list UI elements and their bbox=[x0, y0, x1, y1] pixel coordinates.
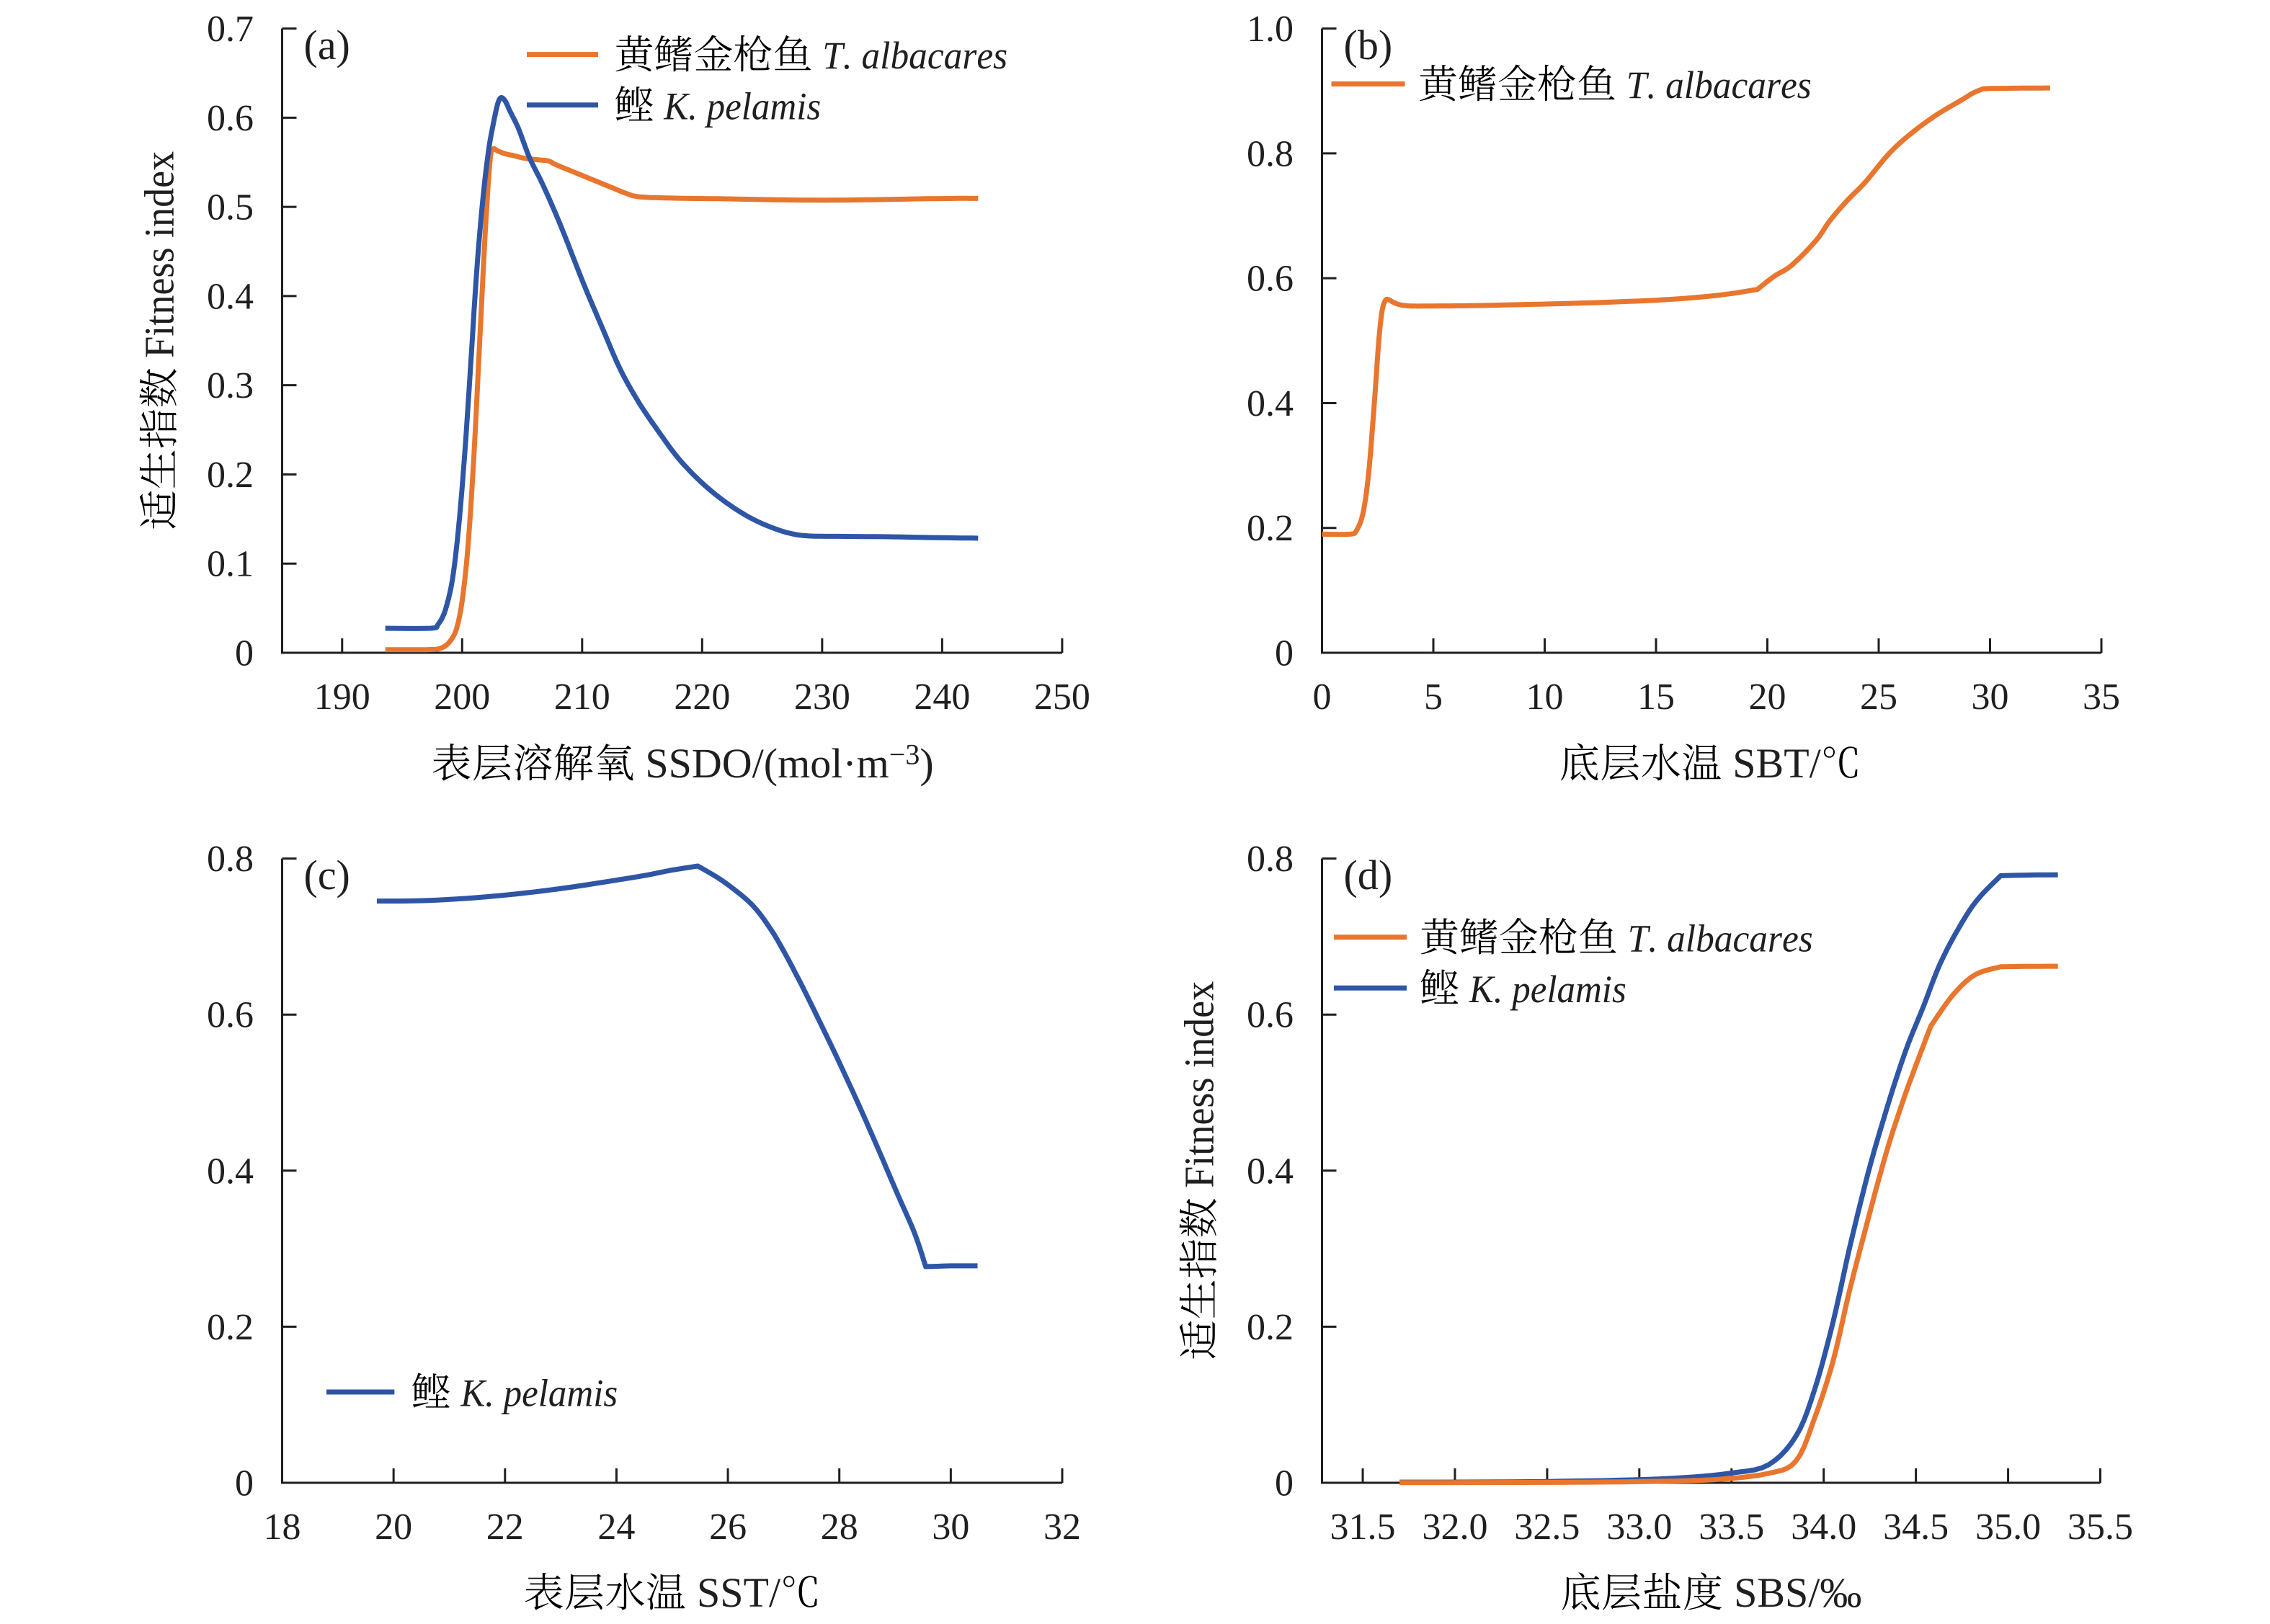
svg-text:Fitness index: Fitness index bbox=[136, 151, 183, 358]
svg-text:20: 20 bbox=[375, 1507, 412, 1548]
svg-text:0.6: 0.6 bbox=[207, 995, 254, 1036]
svg-text:(d): (d) bbox=[1344, 852, 1393, 898]
svg-text:24: 24 bbox=[597, 1507, 635, 1548]
svg-text:0.4: 0.4 bbox=[1247, 1151, 1294, 1192]
svg-text:0.2: 0.2 bbox=[1247, 508, 1294, 549]
svg-text:0: 0 bbox=[235, 1463, 254, 1504]
svg-text:30: 30 bbox=[932, 1507, 969, 1548]
svg-text:22: 22 bbox=[486, 1507, 524, 1548]
svg-text:33.0: 33.0 bbox=[1606, 1507, 1672, 1548]
svg-text:0.8: 0.8 bbox=[207, 839, 254, 880]
svg-text:K. pelamis: K. pelamis bbox=[460, 1372, 618, 1415]
svg-text:K. pelamis: K. pelamis bbox=[1469, 968, 1626, 1011]
svg-text:28: 28 bbox=[821, 1507, 858, 1548]
svg-text:0.4: 0.4 bbox=[207, 1151, 254, 1192]
svg-text:SBT/: SBT/ bbox=[1732, 740, 1821, 787]
svg-text:33.5: 33.5 bbox=[1699, 1507, 1764, 1548]
svg-text:K. pelamis: K. pelamis bbox=[663, 84, 821, 128]
svg-text:0.2: 0.2 bbox=[1247, 1307, 1294, 1348]
svg-text:220: 220 bbox=[674, 677, 730, 718]
svg-text:34.5: 34.5 bbox=[1883, 1507, 1949, 1548]
svg-text:0: 0 bbox=[1275, 1463, 1294, 1504]
svg-text:15: 15 bbox=[1637, 677, 1675, 718]
svg-text:0.8: 0.8 bbox=[1247, 839, 1294, 880]
svg-text:(a): (a) bbox=[304, 22, 350, 68]
svg-text:18: 18 bbox=[264, 1507, 301, 1548]
svg-text:T. albacares: T. albacares bbox=[822, 34, 1007, 77]
svg-text:0.4: 0.4 bbox=[207, 276, 254, 317]
svg-text:0: 0 bbox=[235, 633, 254, 674]
svg-text:(c): (c) bbox=[304, 852, 350, 898]
svg-text:32.0: 32.0 bbox=[1422, 1507, 1487, 1548]
svg-text:5: 5 bbox=[1424, 677, 1443, 718]
svg-text:190: 190 bbox=[314, 677, 370, 718]
svg-text:32: 32 bbox=[1043, 1507, 1081, 1548]
svg-text:35: 35 bbox=[2083, 677, 2120, 718]
svg-text:T. albacares: T. albacares bbox=[1628, 916, 1813, 960]
svg-text:30: 30 bbox=[1972, 677, 2009, 718]
svg-text:31.5: 31.5 bbox=[1330, 1507, 1396, 1548]
svg-text:240: 240 bbox=[914, 677, 970, 718]
svg-text:0.7: 0.7 bbox=[207, 9, 254, 50]
svg-text:(b): (b) bbox=[1344, 22, 1393, 68]
svg-text:35.0: 35.0 bbox=[1975, 1507, 2041, 1548]
svg-text:SST/: SST/ bbox=[697, 1569, 781, 1616]
svg-text:25: 25 bbox=[1860, 677, 1897, 718]
svg-text:SBS/‰: SBS/‰ bbox=[1734, 1569, 1861, 1616]
svg-text:Fitness index: Fitness index bbox=[1176, 981, 1223, 1188]
svg-text:SSDO/(mol·m−3): SSDO/(mol·m−3) bbox=[645, 739, 933, 788]
svg-text:0.8: 0.8 bbox=[1247, 133, 1294, 174]
svg-text:35.5: 35.5 bbox=[2068, 1507, 2133, 1548]
svg-text:32.5: 32.5 bbox=[1514, 1507, 1580, 1548]
svg-text:0.6: 0.6 bbox=[1247, 259, 1294, 300]
svg-text:20: 20 bbox=[1749, 677, 1786, 718]
svg-text:T. albacares: T. albacares bbox=[1626, 63, 1812, 107]
svg-text:26: 26 bbox=[709, 1507, 747, 1548]
svg-text:0.6: 0.6 bbox=[1247, 995, 1294, 1036]
svg-text:0: 0 bbox=[1313, 677, 1332, 718]
svg-text:250: 250 bbox=[1034, 677, 1090, 718]
svg-text:0.3: 0.3 bbox=[207, 365, 254, 406]
svg-text:0.5: 0.5 bbox=[207, 187, 254, 228]
svg-text:0.2: 0.2 bbox=[207, 455, 254, 496]
svg-text:10: 10 bbox=[1526, 677, 1564, 718]
svg-text:230: 230 bbox=[794, 677, 850, 718]
svg-text:0.2: 0.2 bbox=[207, 1307, 254, 1348]
svg-text:34.0: 34.0 bbox=[1791, 1507, 1856, 1548]
svg-text:210: 210 bbox=[554, 677, 610, 718]
svg-text:200: 200 bbox=[434, 677, 490, 718]
svg-text:0: 0 bbox=[1275, 633, 1294, 674]
svg-text:0.6: 0.6 bbox=[207, 98, 254, 139]
svg-text:0.4: 0.4 bbox=[1247, 383, 1294, 424]
svg-text:0.1: 0.1 bbox=[207, 544, 254, 585]
svg-text:1.0: 1.0 bbox=[1247, 9, 1294, 50]
